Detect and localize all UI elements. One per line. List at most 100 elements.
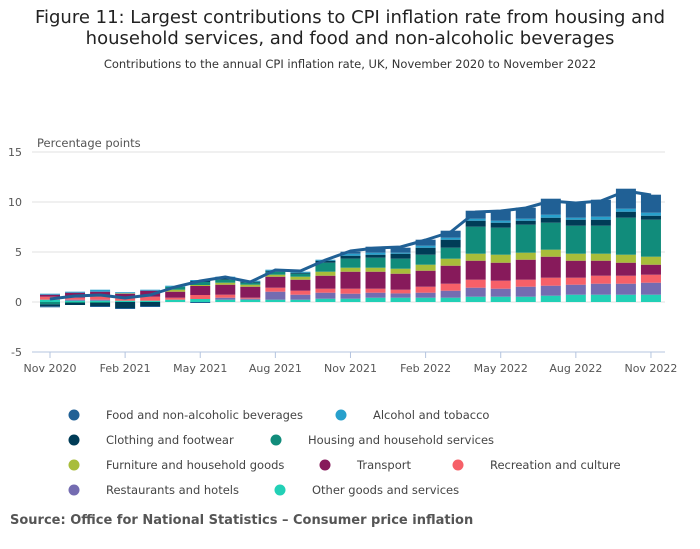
bar-segment — [515, 296, 536, 302]
legend-item: Alcohol and tobacco — [335, 408, 489, 422]
bar-segment — [490, 210, 511, 221]
bar-segment — [215, 294, 236, 298]
bar-segment — [115, 292, 136, 294]
bar-segment — [615, 262, 636, 276]
bar-segment — [540, 217, 561, 223]
bar-segment — [140, 300, 161, 302]
bar-segment — [265, 287, 286, 292]
bar-segment — [415, 264, 436, 271]
bar-segment — [640, 282, 661, 295]
cpi-point — [199, 280, 201, 282]
legend-label: Recreation and culture — [490, 458, 621, 472]
bar-segment — [515, 218, 536, 221]
bar-segment — [565, 219, 586, 226]
legend-swatch-icon — [68, 459, 80, 471]
bar-segment — [290, 273, 311, 277]
legend-item: Restaurants and hotels — [68, 483, 239, 497]
bar-segment — [590, 216, 611, 220]
bar-segment — [240, 282, 261, 285]
bar-segment — [590, 294, 611, 302]
cpi-point — [450, 231, 452, 233]
cpi-point — [375, 247, 377, 249]
bar-segment — [40, 293, 60, 295]
bar-segment — [565, 253, 586, 261]
legend-item: Food and non-alcoholic beverages — [68, 408, 303, 422]
bar-segment — [340, 267, 361, 272]
bar-segment — [415, 247, 436, 255]
bar-segment — [440, 283, 461, 291]
bar-segment — [65, 299, 86, 301]
bar-segment — [115, 308, 136, 309]
bar-segment — [515, 220, 536, 225]
bar-segment — [265, 274, 286, 277]
cpi-point — [475, 211, 477, 213]
legend-item: Clothing and footwear — [68, 433, 234, 447]
bar-segment — [90, 300, 111, 302]
bar-segment — [90, 306, 111, 307]
cpi-point — [525, 207, 527, 209]
bar-segment — [265, 291, 286, 300]
bar-segment — [565, 225, 586, 254]
bar-segment — [340, 258, 361, 268]
bar-segment — [490, 288, 511, 297]
y-tick-label: 0 — [15, 296, 22, 309]
x-tick-label: Feb 2022 — [400, 362, 451, 375]
bar-segment — [165, 299, 186, 302]
bar-segment — [415, 270, 436, 287]
bar-segment — [515, 259, 536, 280]
bar-segment — [365, 254, 386, 258]
bar-segment — [590, 260, 611, 276]
bar-segment — [465, 220, 486, 227]
cpi-point — [274, 269, 276, 271]
cpi-point — [400, 246, 402, 248]
bar-segment — [40, 306, 60, 308]
cpi-point — [349, 250, 351, 252]
cpi-point — [550, 200, 552, 202]
cpi-point — [600, 200, 602, 202]
bar-segment — [440, 297, 461, 302]
bar-segment — [365, 252, 386, 255]
bar-segment — [65, 303, 86, 305]
bar-segment — [215, 297, 236, 300]
bar-segment — [40, 294, 60, 297]
cpi-point — [99, 294, 101, 296]
cpi-point — [124, 297, 126, 299]
bar-segment — [265, 276, 286, 288]
bar-segment — [515, 224, 536, 253]
legend-item: Other goods and services — [274, 483, 459, 497]
bar-segment — [315, 260, 336, 263]
bar-segment — [265, 299, 286, 302]
y-tick-label: 10 — [8, 196, 22, 209]
bar-segment — [390, 268, 411, 274]
bar-segment — [340, 251, 361, 254]
bar-segment — [440, 239, 461, 248]
bar-segment — [615, 217, 636, 255]
bar-segment — [415, 239, 436, 246]
bar-segment — [590, 283, 611, 295]
bar-segment — [640, 294, 661, 302]
bar-segment — [240, 299, 261, 302]
cpi-point — [299, 270, 301, 272]
bar-segment — [440, 258, 461, 266]
bar-segment — [215, 299, 236, 302]
bar-segment — [440, 290, 461, 298]
bar-segment — [65, 297, 86, 300]
legend-item: Furniture and household goods — [68, 458, 284, 472]
bar-segment — [515, 252, 536, 260]
legend-swatch-icon — [68, 484, 80, 496]
source-note: Source: Office for National Statistics –… — [10, 513, 474, 528]
bar-segment — [440, 230, 461, 238]
bar-segment — [615, 211, 636, 218]
bar-segment — [615, 208, 636, 212]
bar-segment — [390, 247, 411, 253]
bar-segment — [365, 271, 386, 289]
bar-segment — [290, 290, 311, 295]
legend-label: Clothing and footwear — [106, 433, 234, 447]
cpi-point — [425, 239, 427, 241]
x-tick-label: May 2021 — [173, 362, 227, 375]
bar-segment — [390, 252, 411, 254]
y-tick-label: 5 — [15, 246, 22, 259]
bar-segment — [140, 302, 161, 306]
bar-segment — [315, 292, 336, 299]
